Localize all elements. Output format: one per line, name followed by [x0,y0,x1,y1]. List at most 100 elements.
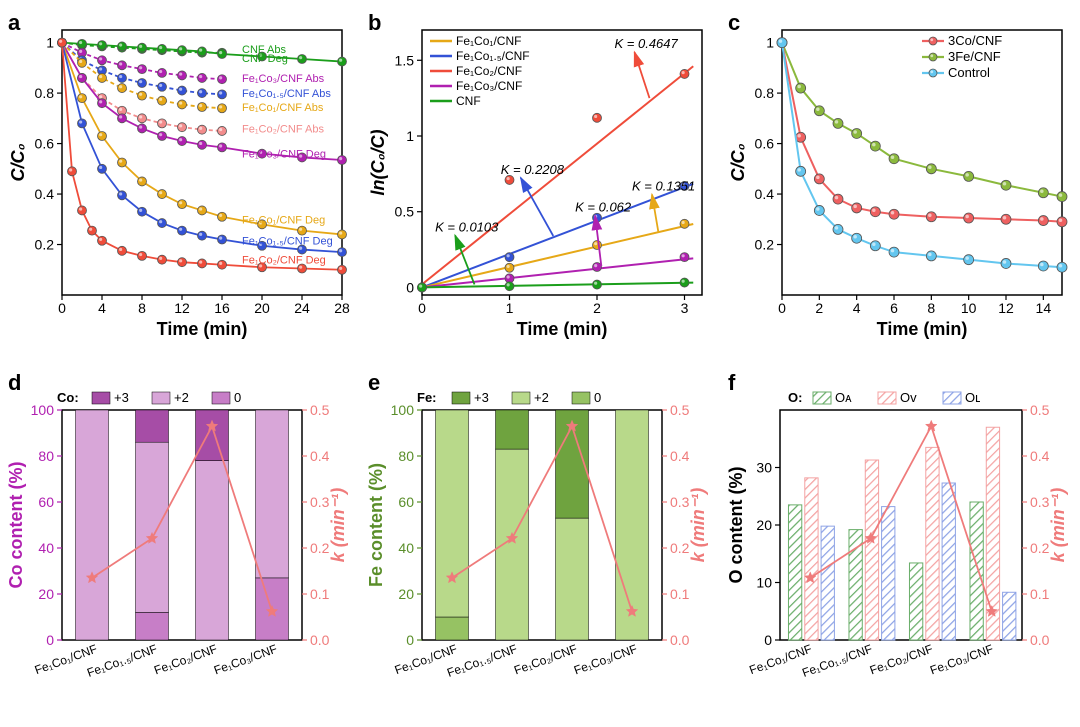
svg-text:Time (min): Time (min) [517,319,608,339]
svg-text:0.2: 0.2 [310,540,330,556]
svg-text:10: 10 [756,575,772,591]
panel-label: b [368,10,381,36]
svg-text:8: 8 [927,300,935,316]
svg-text:0.2: 0.2 [670,540,690,556]
svg-text:0.3: 0.3 [310,494,330,510]
svg-text:Fe₁Co₂/CNF Deg: Fe₁Co₂/CNF Deg [242,255,326,267]
panel-label: c [728,10,740,36]
svg-text:0.1: 0.1 [670,586,690,602]
svg-text:Fe₁Co₃/CNF Abs: Fe₁Co₃/CNF Abs [242,73,325,85]
panel-label: d [8,370,21,396]
svg-text:1: 1 [46,35,54,51]
svg-text:14: 14 [1036,300,1052,316]
svg-text:4: 4 [853,300,861,316]
svg-text:6: 6 [890,300,898,316]
svg-text:Control: Control [948,65,990,80]
svg-text:0: 0 [406,279,414,295]
svg-text:3Fe/CNF: 3Fe/CNF [948,49,1001,64]
svg-text:Co:: Co: [57,390,79,405]
svg-text:O:: O: [788,390,802,405]
panel-label: a [8,10,20,36]
svg-text:Fe₁Co₁/CNF: Fe₁Co₁/CNF [456,34,521,48]
svg-text:0.6: 0.6 [35,136,55,152]
svg-text:0: 0 [406,632,414,648]
svg-text:80: 80 [398,448,414,464]
svg-text:20: 20 [38,586,54,602]
svg-text:k (min⁻¹): k (min⁻¹) [688,488,708,563]
svg-text:2: 2 [815,300,823,316]
svg-text:K = 0.2208: K = 0.2208 [501,162,565,177]
svg-text:60: 60 [398,494,414,510]
svg-text:0.0: 0.0 [1030,632,1050,648]
svg-text:1: 1 [506,300,514,316]
svg-text:8: 8 [138,300,146,316]
svg-text:Fe₁Co₁.₅/CNF Deg: Fe₁Co₁.₅/CNF Deg [242,236,333,248]
svg-text:1: 1 [406,128,414,144]
svg-text:24: 24 [294,300,310,316]
svg-text:K = 0.4647: K = 0.4647 [615,36,679,51]
svg-text:Oʟ: Oʟ [965,390,980,405]
svg-text:O content (%): O content (%) [726,467,746,584]
svg-text:12: 12 [998,300,1014,316]
svg-text:0.0: 0.0 [310,632,330,648]
svg-text:0.3: 0.3 [1030,494,1050,510]
svg-text:Fe₁Co₃/CNF Deg: Fe₁Co₃/CNF Deg [242,149,326,161]
svg-text:Fe:: Fe: [417,390,437,405]
svg-text:Oᴠ: Oᴠ [900,390,917,405]
svg-text:k (min⁻¹): k (min⁻¹) [1048,488,1068,563]
svg-text:0.5: 0.5 [310,402,330,418]
svg-text:100: 100 [391,402,415,418]
svg-text:1: 1 [766,35,774,51]
svg-text:0: 0 [594,390,601,405]
svg-text:Fe content (%): Fe content (%) [366,463,386,587]
svg-text:Fe₁Co₁.₅/CNF: Fe₁Co₁.₅/CNF [800,642,874,680]
svg-text:0.5: 0.5 [395,204,415,220]
svg-text:Fe₁Co₂/CNF: Fe₁Co₂/CNF [868,642,935,678]
panel-label: e [368,370,380,396]
svg-text:10: 10 [961,300,977,316]
svg-text:40: 40 [398,540,414,556]
svg-text:0.4: 0.4 [755,186,775,202]
svg-text:Oᴀ: Oᴀ [835,390,852,405]
svg-text:0.2: 0.2 [35,237,55,253]
svg-text:0.1: 0.1 [310,586,330,602]
svg-text:CNF: CNF [456,94,481,108]
svg-text:Fe₁Co₃/CNF: Fe₁Co₃/CNF [212,642,279,678]
svg-text:0.5: 0.5 [1030,402,1050,418]
svg-text:Fe₁Co₁/CNF Abs: Fe₁Co₁/CNF Abs [242,102,324,114]
svg-text:+3: +3 [114,390,129,405]
svg-text:0: 0 [234,390,241,405]
svg-text:30: 30 [756,460,772,476]
svg-text:28: 28 [334,300,350,316]
svg-text:40: 40 [38,540,54,556]
svg-text:0.2: 0.2 [755,237,775,253]
svg-text:0.4: 0.4 [1030,448,1050,464]
svg-text:0: 0 [46,632,54,648]
svg-text:1.5: 1.5 [395,52,415,68]
svg-text:Fe₁Co₃/CNF: Fe₁Co₃/CNF [928,642,995,678]
svg-text:0: 0 [764,632,772,648]
svg-text:k (min⁻¹): k (min⁻¹) [328,488,348,563]
svg-text:20: 20 [398,586,414,602]
svg-text:3: 3 [681,300,689,316]
svg-text:0.4: 0.4 [310,448,330,464]
svg-text:CNF Deg: CNF Deg [242,53,288,65]
svg-text:0: 0 [778,300,786,316]
svg-text:80: 80 [38,448,54,464]
svg-text:0.8: 0.8 [35,85,55,101]
svg-text:20: 20 [756,517,772,533]
svg-text:Fe₁Co₂/CNF Abs: Fe₁Co₂/CNF Abs [242,123,324,135]
svg-text:20: 20 [254,300,270,316]
svg-text:0.4: 0.4 [670,448,690,464]
svg-text:C/C₀: C/C₀ [8,143,28,181]
svg-text:Fe₁Co₁.₅/CNF: Fe₁Co₁.₅/CNF [456,49,530,63]
svg-text:16: 16 [214,300,230,316]
svg-text:0.1: 0.1 [1030,586,1050,602]
svg-text:100: 100 [31,402,55,418]
svg-text:4: 4 [98,300,106,316]
svg-text:+2: +2 [174,390,189,405]
svg-text:Fe₁Co₂/CNF: Fe₁Co₂/CNF [512,642,579,678]
svg-text:K = 0.1351: K = 0.1351 [632,179,695,194]
svg-text:12: 12 [174,300,190,316]
svg-text:0.3: 0.3 [670,494,690,510]
